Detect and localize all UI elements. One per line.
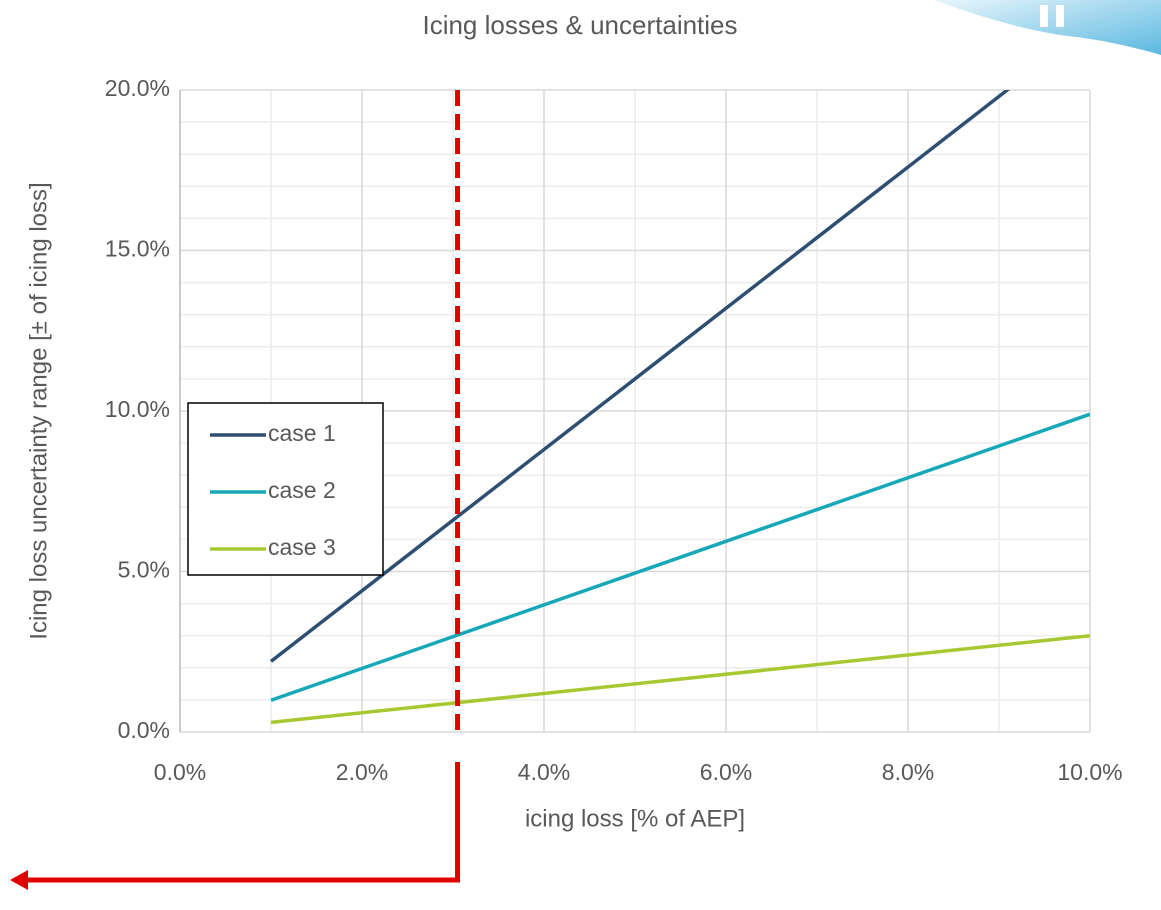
y-tick-label: 15.0% [105,236,170,262]
logo-mark [1056,5,1064,27]
page: Icing losses & uncertainties icing loss … [0,0,1161,910]
legend-label: case 3 [268,534,336,560]
x-tick-label: 8.0% [882,759,934,785]
arrow-head [10,870,28,890]
x-axis-title: icing loss [% of AEP] [525,805,745,832]
legend-label: case 2 [268,477,336,503]
legend-label: case 1 [268,420,336,446]
x-tick-label: 2.0% [336,759,388,785]
x-tick-label: 10.0% [1057,759,1122,785]
series-line [271,414,1090,700]
logo-mark [1040,5,1048,27]
y-tick-label: 5.0% [118,557,170,583]
y-tick-label: 0.0% [118,717,170,743]
y-axis-title: Icing loss uncertainty range [± of icing… [25,182,52,639]
y-tick-label: 20.0% [105,75,170,101]
chart: Icing losses & uncertainties icing loss … [0,0,1161,910]
chart-title: Icing losses & uncertainties [422,10,737,40]
series-line [271,636,1090,723]
x-tick-label: 6.0% [700,759,752,785]
series-line [271,26,1090,662]
x-tick-label: 0.0% [154,759,206,785]
y-tick-label: 10.0% [105,396,170,422]
reference-arrow [22,762,458,880]
x-tick-label: 4.0% [518,759,570,785]
